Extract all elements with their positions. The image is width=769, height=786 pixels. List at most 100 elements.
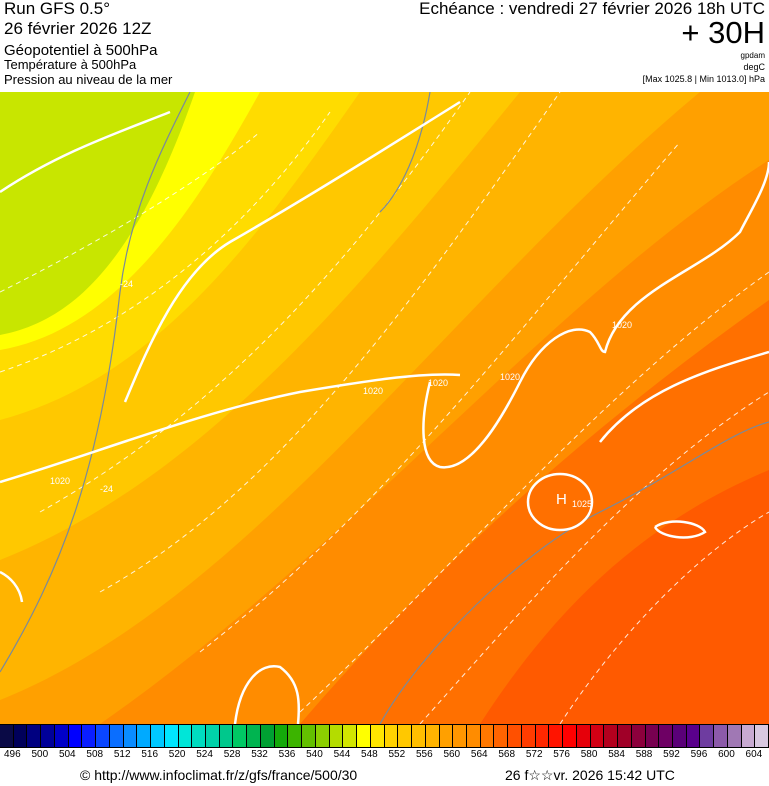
color-scale-cell [219,725,234,747]
generation-time: 26 f☆☆vr. 2026 15:42 UTC [505,767,675,783]
color-scale-label: 604 [745,749,763,760]
forecast-valid-time: Echéance : vendredi 27 février 2026 18h … [419,0,765,18]
color-scale-cell [41,725,55,747]
high-pressure-label: H [556,491,567,508]
weather-map[interactable]: H 1020 1020 1020 1020 1020 1025 -24 -24 [0,92,769,724]
color-scale-cell [151,725,165,747]
color-scale-cell [412,725,426,747]
color-scale-cell [192,725,207,747]
color-scale-label: 572 [525,749,543,760]
color-scale-cell [96,725,110,747]
color-scale-cell [755,725,769,747]
color-scale-cell [13,725,28,747]
field-temperature: Température à 500hPa [4,57,137,72]
band [0,92,769,724]
color-scale-cell [329,725,344,747]
color-scale-label: 528 [223,749,241,760]
isobars [0,100,769,724]
color-scale-label: 564 [470,749,488,760]
source-url[interactable]: © http://www.infoclimat.fr/z/gfs/france/… [80,767,358,783]
color-scale-cell [631,725,646,747]
color-scale-cell [274,725,289,747]
pressure-range: [Max 1025.8 | Min 1013.0] hPa [642,74,765,84]
color-scale-label: 520 [168,749,186,760]
color-scale-cell [425,725,440,747]
color-scale-cell [123,725,138,747]
color-scale-label: 556 [415,749,433,760]
color-scale-cell [398,725,413,747]
isobar-label: 1020 [612,320,632,330]
color-scale-cell [453,725,467,747]
color-scale [0,724,769,748]
color-scale-cell [645,725,660,747]
color-scale-cell [343,725,358,747]
unit-gpdam: gpdam [740,51,765,60]
isobar-label: 1020 [500,372,520,382]
lead-time: + 30H [681,15,765,50]
color-scale-cell [54,725,69,747]
color-scale-label: 548 [361,749,378,760]
color-scale-cell [686,725,701,747]
color-scale-cell [164,725,179,747]
color-scale-label: 496 [4,749,21,760]
color-scale-label: 584 [608,749,625,760]
color-scale-cell [590,725,605,747]
color-scale-cell [714,725,728,747]
color-scale-cell [521,725,536,747]
run-title: Run GFS 0.5° [4,0,111,18]
color-scale-cell [68,725,83,747]
isobar-label: 1025 [572,499,592,509]
color-scale-cell [384,725,399,747]
run-date: 26 février 2026 12Z [4,19,152,38]
color-scale-cell [700,725,715,747]
color-scale-label: 576 [553,749,570,760]
isotherm-label: -24 [100,484,113,494]
color-scale-label: 516 [141,749,159,760]
color-scale-cell [672,725,687,747]
color-scale-label: 500 [31,749,49,760]
color-scale-label: 544 [333,749,351,760]
color-scale-cell [370,725,385,747]
color-scale-cell [535,725,550,747]
geopotential-bands [0,92,769,724]
color-scale-label: 588 [635,749,653,760]
color-scale-cell [439,725,454,747]
color-scale-label: 560 [443,749,461,760]
color-scale-cell [659,725,673,747]
color-scale-label: 552 [388,749,406,760]
color-scale-cell [618,725,632,747]
band [0,92,769,724]
color-scale-cell [178,725,193,747]
color-scale-cell [741,725,756,747]
color-scale-label: 580 [580,749,598,760]
color-scale-cell [576,725,591,747]
color-scale-cell [206,725,220,747]
color-scale-label: 508 [86,749,104,760]
isobar-label: 1020 [428,378,448,388]
color-scale-cell [315,725,330,747]
color-scale-cell [549,725,564,747]
color-scale-label: 512 [113,749,131,760]
color-scale-cell [563,725,577,747]
color-scale-cell [508,725,522,747]
color-scale-label: 596 [690,749,708,760]
color-scale-label: 568 [498,749,516,760]
color-scale-cell [260,725,275,747]
color-scale-cell [302,725,316,747]
color-scale-cell [82,725,97,747]
color-scale-label: 504 [58,749,76,760]
color-scale-cell [727,725,742,747]
color-scale-label: 532 [251,749,268,760]
color-scale-cell [137,725,152,747]
isobar-label: 1020 [50,476,70,486]
color-scale-cell [247,725,261,747]
color-scale-cell [466,725,481,747]
color-scale-label: 536 [278,749,296,760]
color-scale-cell [480,725,495,747]
color-scale-cell [0,725,14,747]
color-scale-label: 600 [718,749,735,760]
unit-degc: degC [743,62,765,72]
field-geopotential: Géopotentiel à 500hPa [4,42,158,59]
color-scale-labels: 496 500 504 508 512 516 520 524 528 532 536 540 544 5… [0,749,769,761]
color-scale-cell [357,725,371,747]
